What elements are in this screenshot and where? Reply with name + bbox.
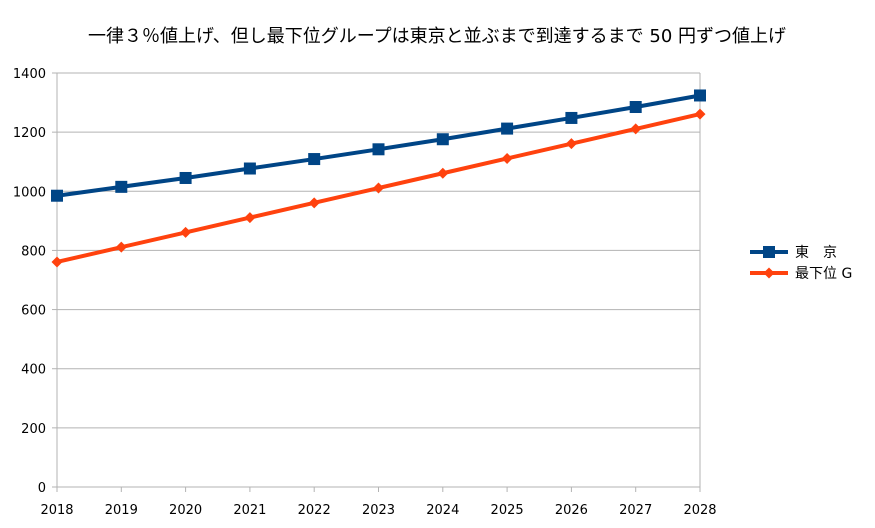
xtick-label-2026: 2026 bbox=[555, 503, 588, 518]
xtick-label-2023: 2023 bbox=[362, 503, 395, 518]
legend-marker-1 bbox=[763, 246, 775, 258]
xtick-label-2025: 2025 bbox=[491, 503, 524, 518]
data-point-2-2018 bbox=[51, 256, 63, 268]
data-point-1-2018 bbox=[51, 189, 63, 202]
xtick-label-2018: 2018 bbox=[40, 503, 73, 518]
data-point-1-2021 bbox=[243, 162, 256, 175]
data-point-2-2022 bbox=[308, 197, 320, 209]
legend-label-1: 東 京 bbox=[795, 245, 837, 261]
ytick-label-1200: 1200 bbox=[13, 126, 46, 141]
data-point-2-2026 bbox=[565, 138, 577, 150]
ytick-label-0: 0 bbox=[38, 481, 46, 496]
data-point-1-2027 bbox=[629, 101, 642, 114]
y-axis-tick-labels: 0 200 400 600 800 1000 1200 1400 bbox=[13, 67, 46, 496]
data-point-1-2022 bbox=[308, 153, 321, 166]
data-point-2-2020 bbox=[180, 226, 192, 238]
x-axis-tick-labels: 2018 2019 2020 2021 2022 2023 2024 2025 2026 2027… bbox=[40, 503, 716, 518]
ytick-label-800: 800 bbox=[21, 244, 46, 259]
data-point-1-2026 bbox=[565, 111, 578, 124]
data-point-2-2023 bbox=[373, 182, 384, 194]
data-point-1-2028 bbox=[694, 89, 706, 102]
data-series bbox=[51, 89, 706, 268]
ytick-label-1000: 1000 bbox=[13, 185, 46, 200]
data-point-1-2025 bbox=[501, 122, 514, 135]
data-point-1-2023 bbox=[372, 143, 385, 156]
series-2 bbox=[51, 108, 706, 268]
data-point-2-2021 bbox=[244, 212, 256, 224]
ytick-label-400: 400 bbox=[21, 363, 46, 378]
ytick-label-600: 600 bbox=[21, 304, 46, 319]
xtick-label-2022: 2022 bbox=[298, 503, 331, 518]
data-point-2-2024 bbox=[437, 167, 449, 179]
ytick-label-1400: 1400 bbox=[13, 67, 46, 82]
xtick-label-2028: 2028 bbox=[683, 503, 716, 518]
xtick-label-2021: 2021 bbox=[233, 503, 266, 518]
xtick-label-2020: 2020 bbox=[169, 503, 202, 518]
ytick-label-200: 200 bbox=[21, 422, 46, 437]
legend-label-2: 最下位 G bbox=[795, 266, 852, 282]
xtick-label-2019: 2019 bbox=[105, 503, 138, 518]
data-point-2-2019 bbox=[115, 241, 127, 253]
legend-item-1: 東 京 bbox=[750, 245, 837, 261]
series-1 bbox=[51, 89, 706, 202]
chart-title: 一律３％値上げ、但し最下位グループは東京と並ぶまで到達するまで 50 円ずつ値上… bbox=[88, 26, 786, 47]
legend-marker-2 bbox=[763, 267, 775, 279]
xtick-label-2024: 2024 bbox=[426, 503, 459, 518]
legend-item-2: 最下位 G bbox=[750, 266, 852, 282]
data-point-2-2028 bbox=[694, 108, 706, 120]
xtick-label-2027: 2027 bbox=[619, 503, 652, 518]
data-point-2-2027 bbox=[630, 123, 642, 135]
data-point-1-2020 bbox=[179, 171, 192, 184]
data-point-1-2019 bbox=[115, 180, 128, 193]
data-point-2-2025 bbox=[501, 152, 513, 164]
data-point-1-2024 bbox=[436, 133, 449, 146]
